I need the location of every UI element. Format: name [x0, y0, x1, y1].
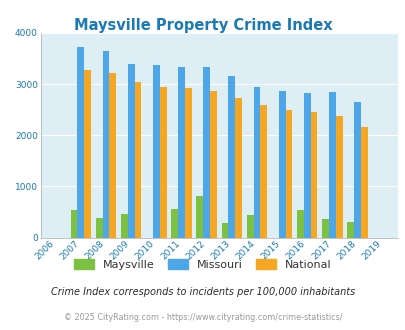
Bar: [153, 65, 159, 238]
Bar: [77, 47, 84, 238]
Bar: [328, 92, 335, 238]
Bar: [310, 112, 317, 238]
Text: Crime Index corresponds to incidents per 100,000 inhabitants: Crime Index corresponds to incidents per…: [51, 287, 354, 297]
Bar: [96, 218, 102, 238]
Bar: [178, 67, 184, 238]
Bar: [159, 87, 166, 238]
Bar: [253, 87, 260, 238]
Bar: [303, 93, 310, 238]
Bar: [84, 70, 91, 238]
Bar: [171, 210, 178, 238]
Bar: [260, 105, 266, 238]
Legend: Maysville, Missouri, National: Maysville, Missouri, National: [70, 255, 335, 274]
Bar: [296, 210, 303, 238]
Bar: [234, 98, 241, 238]
Bar: [184, 88, 191, 238]
Bar: [221, 223, 228, 238]
Bar: [246, 215, 253, 238]
Bar: [209, 91, 216, 238]
Bar: [134, 82, 141, 238]
Bar: [285, 110, 292, 238]
Bar: [196, 196, 203, 238]
Text: Maysville Property Crime Index: Maysville Property Crime Index: [73, 18, 332, 33]
Bar: [128, 64, 134, 238]
Bar: [353, 102, 360, 238]
Bar: [70, 211, 77, 238]
Bar: [322, 219, 328, 238]
Bar: [102, 51, 109, 238]
Text: © 2025 CityRating.com - https://www.cityrating.com/crime-statistics/: © 2025 CityRating.com - https://www.city…: [64, 313, 341, 322]
Bar: [335, 116, 342, 238]
Bar: [228, 77, 234, 238]
Bar: [203, 67, 209, 238]
Bar: [278, 91, 285, 238]
Bar: [360, 127, 367, 238]
Bar: [347, 222, 353, 238]
Bar: [109, 73, 116, 238]
Bar: [121, 214, 128, 238]
